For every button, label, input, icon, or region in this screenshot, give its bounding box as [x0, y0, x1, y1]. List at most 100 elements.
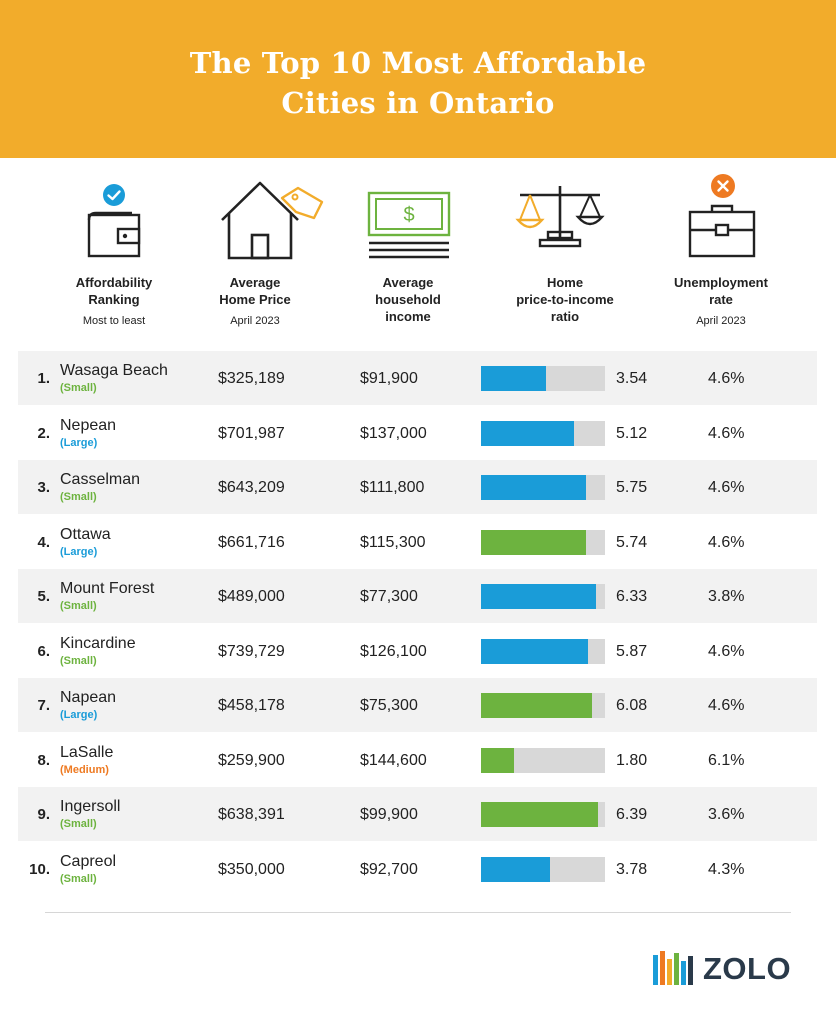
ratio-bar-track	[481, 475, 605, 500]
household-income-value: $77,300	[360, 588, 418, 605]
unemployment-value: 3.6%	[708, 806, 745, 823]
household-income-value: $91,900	[360, 370, 418, 387]
ratio-value: 5.75	[616, 479, 648, 496]
col-heading-line: Unemployment	[674, 275, 768, 290]
home-price-value: $259,900	[218, 751, 285, 769]
svg-text:$: $	[403, 204, 414, 226]
ratio-bar-track	[481, 584, 605, 609]
wallet-icon	[87, 211, 141, 258]
checkmark-badge-icon	[103, 184, 125, 206]
ratio-bar-track	[481, 693, 605, 718]
home-price-value: $638,391	[218, 806, 285, 823]
briefcase-icon	[688, 204, 756, 258]
col-heading-line: rate	[709, 292, 733, 307]
ratio-bar-track	[481, 856, 605, 882]
home-price-value: $350,000	[218, 860, 285, 878]
col-heading-line: Average	[382, 275, 434, 290]
table-row: 9. Ingersoll (Small) $638,391 $99,900 6.39 3.6…	[18, 787, 817, 841]
rank-number: 8.	[37, 751, 50, 769]
unemployment-value: 3.8%	[708, 588, 745, 605]
household-income-value: $75,300	[360, 697, 418, 714]
col-heading-line: Home	[546, 275, 584, 290]
city-size-label: (Medium)	[60, 763, 109, 776]
table-row: 7. Napean (Large) $458,178 $75,300 6.08 4.6%	[18, 678, 817, 732]
dollar-bill-icon: $	[367, 191, 451, 259]
ratio-value: 5.12	[616, 424, 648, 442]
ratio-bar-track	[481, 420, 605, 446]
ratio-value: 3.54	[616, 370, 648, 387]
col-heading-price-to-income-ratio: Home price-to-income ratio	[490, 274, 640, 325]
col-heading-line: Ranking	[88, 292, 140, 307]
rank-number: 10.	[29, 860, 50, 878]
home-price-value: $325,189	[218, 370, 285, 387]
city-size-label: (Large)	[60, 436, 98, 449]
unemployment-value: 4.6%	[708, 479, 745, 496]
ratio-value: 1.80	[616, 751, 648, 769]
house-with-tag-icon	[221, 181, 324, 260]
city-name: Mount Forest	[60, 580, 155, 597]
city-size-label: (Small)	[60, 654, 97, 667]
rank-number: 6.	[37, 642, 50, 660]
col-heading-unemployment-rate: Unemployment rate	[646, 274, 796, 308]
household-income-value: $111,800	[360, 479, 425, 496]
rank-number: 4.	[37, 533, 50, 551]
city-size-label: (Small)	[60, 818, 97, 830]
table-row: 8. LaSalle (Medium) $259,900 $144,600 1.80 6.1…	[18, 733, 817, 787]
col-heading-line: price-to-income	[516, 292, 614, 307]
col-heading-line: Affordability	[75, 275, 153, 290]
city-name: Napean	[60, 689, 117, 706]
unemployment-value: 4.6%	[708, 370, 745, 387]
unemployment-value: 4.3%	[708, 860, 745, 878]
col-heading-average-household-income: Average household income	[333, 274, 483, 325]
home-price-value: $458,178	[218, 697, 285, 714]
ratio-bar-fill	[481, 584, 597, 609]
ratio-value: 5.87	[616, 642, 648, 660]
household-income-value: $137,000	[360, 424, 427, 442]
col-subheading-unemployment-date: April 2023	[696, 315, 746, 327]
unemployment-value: 4.6%	[708, 697, 745, 714]
city-size-label: (Large)	[60, 545, 98, 558]
ratio-bar-track	[481, 366, 605, 391]
page-title-line-2: Cities in Ontario	[281, 86, 555, 120]
table-row: 2. Nepean (Large) $701,987 $137,000 5.12 4.6%	[18, 406, 817, 460]
unemployment-value: 4.6%	[708, 533, 745, 551]
home-price-value: $489,000	[218, 588, 285, 605]
home-price-value: $643,209	[218, 479, 285, 496]
x-badge-icon	[711, 174, 735, 198]
ratio-bar-fill	[481, 856, 550, 882]
rank-number: 2.	[37, 424, 50, 442]
ratio-value: 3.78	[616, 860, 648, 878]
table-row: 3. Casselman (Small) $643,209 $111,800 5.75 4.…	[18, 460, 817, 514]
zolo-logo-text: ZOLO	[703, 951, 792, 986]
city-name: LaSalle	[60, 743, 114, 761]
city-name: Nepean	[60, 416, 117, 434]
col-subheading-home-price-date: April 2023	[230, 315, 280, 327]
city-name: Kincardine	[60, 634, 136, 652]
ratio-bar-fill	[481, 529, 586, 555]
city-name: Casselman	[60, 471, 141, 488]
ratio-bar-track	[481, 638, 605, 664]
ratio-bar-fill	[481, 747, 514, 773]
city-size-label: (Small)	[60, 600, 97, 612]
household-income-value: $92,700	[360, 860, 418, 878]
ratio-value: 5.74	[616, 533, 648, 551]
unemployment-value: 6.1%	[708, 751, 745, 769]
city-name: Wasaga Beach	[60, 362, 168, 379]
household-income-value: $115,300	[360, 533, 426, 551]
city-name: Ingersoll	[60, 798, 121, 815]
ratio-bar-track	[481, 747, 605, 773]
col-heading-average-home-price: Average Home Price	[180, 274, 330, 308]
ratio-bar-fill	[481, 366, 546, 391]
city-size-label: (Small)	[60, 382, 97, 394]
rank-number: 1.	[37, 370, 50, 387]
ratio-bar-fill	[481, 802, 598, 827]
city-name: Capreol	[60, 852, 117, 870]
zolo-bars-logo-icon	[653, 951, 693, 985]
city-size-label: (Small)	[60, 872, 97, 885]
col-heading-line: Home Price	[219, 292, 291, 307]
page-title-line-1: The Top 10 Most Affordable	[189, 46, 647, 80]
rank-number: 7.	[37, 697, 50, 714]
table-row: 10. Capreol (Small) $350,000 $92,700 3.78 4.3%	[18, 842, 817, 896]
table-row: 4. Ottawa (Large) $661,716 $115,300 5.74 4.6%	[18, 515, 817, 569]
ratio-bar-track	[481, 802, 605, 827]
